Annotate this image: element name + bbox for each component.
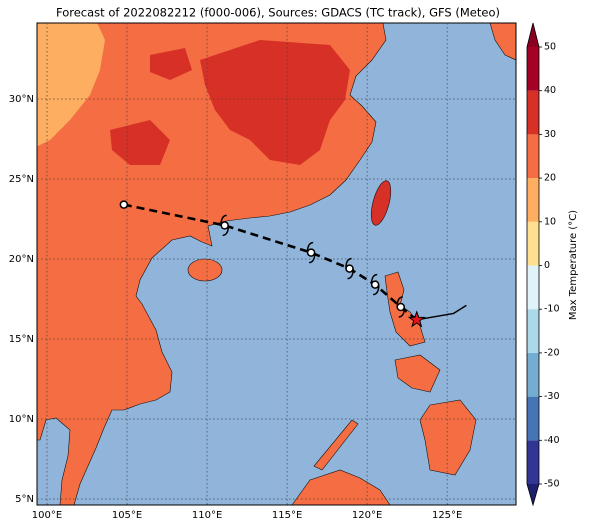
colorbar-band xyxy=(527,90,539,135)
y-tick-label: 30°N xyxy=(9,94,34,105)
track-circle xyxy=(306,248,316,257)
colorbar-over xyxy=(527,23,539,47)
taiwan xyxy=(370,180,392,226)
colorbar-band xyxy=(527,309,539,353)
cyclone-symbol xyxy=(220,214,229,237)
current-position xyxy=(407,310,426,328)
colorbar-tick-label: -40 xyxy=(544,435,560,446)
colorbar-band xyxy=(527,265,539,310)
borneo xyxy=(291,469,391,505)
colorbar-tick-label: -20 xyxy=(544,347,560,358)
track-circle xyxy=(220,221,229,230)
map-frame xyxy=(36,22,517,506)
colorbar-tick-label: 50 xyxy=(544,42,556,53)
colorbar-band xyxy=(527,221,539,266)
track-circle xyxy=(396,302,406,312)
colorbar-tick-label: 20 xyxy=(544,173,556,184)
track-point xyxy=(220,214,229,237)
cyclone-symbol xyxy=(396,296,406,318)
cyclone-symbol xyxy=(370,273,380,296)
palawan xyxy=(313,419,359,471)
track-circle xyxy=(345,264,354,273)
x-tick-label: 105°E xyxy=(112,510,142,521)
visayas xyxy=(394,354,441,393)
track-point xyxy=(396,296,406,318)
x-tick-label: 110°E xyxy=(192,510,222,521)
colorbar-tick-label: 40 xyxy=(544,85,556,96)
colorbar-tick-label: 30 xyxy=(544,129,556,140)
colorbar-band xyxy=(527,47,539,91)
x-tick-label: 115°E xyxy=(272,510,302,521)
hot-region xyxy=(200,40,350,165)
y-tick-label: 25°N xyxy=(9,174,34,185)
colorbar-band xyxy=(527,352,539,397)
track-point xyxy=(119,200,129,209)
colorbar-band xyxy=(527,178,539,222)
track-circle xyxy=(119,200,129,209)
hot-region xyxy=(150,48,192,80)
observed-track xyxy=(416,304,467,321)
korea xyxy=(489,23,516,61)
x-tick-label: 100°E xyxy=(32,510,62,521)
land xyxy=(37,23,516,505)
x-tick-label: 125°E xyxy=(432,510,462,521)
y-tick-label: 20°N xyxy=(9,254,34,265)
cyclone-symbol xyxy=(306,241,316,264)
colorbar-tick-label: -10 xyxy=(544,304,560,315)
colorbar-tick-label: 10 xyxy=(544,216,556,227)
track-point xyxy=(345,257,354,280)
colorbar-tick-label: 0 xyxy=(544,260,550,271)
cyclone-symbol xyxy=(345,257,354,280)
colorbar-band xyxy=(527,134,539,179)
hot-region xyxy=(110,120,170,165)
colorbar-tick-label: -30 xyxy=(544,391,560,402)
track-point xyxy=(306,241,316,264)
colorbar-band xyxy=(527,440,539,484)
colorbar-under xyxy=(527,484,539,505)
title: Forecast of 2022082212 (f000-006), Sourc… xyxy=(56,6,500,20)
colorbar-label: Max Temperature (°C) xyxy=(568,210,579,320)
y-tick-label: 5°N xyxy=(15,494,34,505)
x-tick-label: 120°E xyxy=(352,510,382,521)
hainan xyxy=(187,258,223,282)
colorbar-band xyxy=(527,396,539,441)
warm-region xyxy=(37,23,105,147)
y-tick-label: 15°N xyxy=(9,334,34,345)
track-point xyxy=(370,273,380,296)
track-circle xyxy=(370,280,380,289)
colorbar-tick-label: -50 xyxy=(544,479,560,490)
y-tick-label: 10°N xyxy=(9,414,34,425)
